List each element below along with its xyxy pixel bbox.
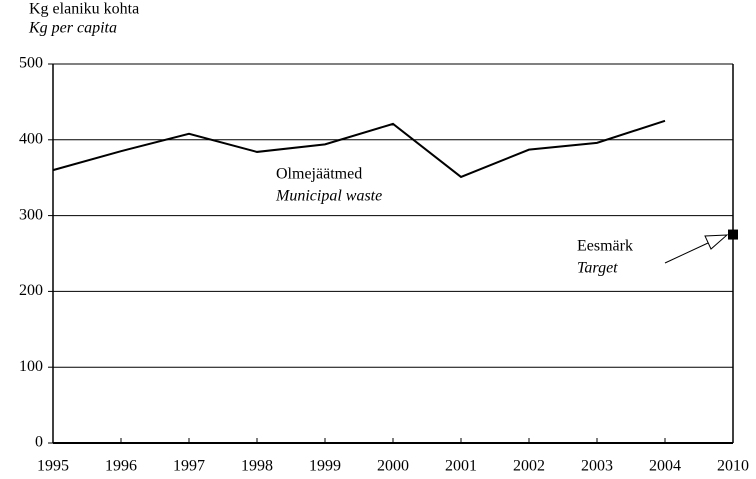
series-line <box>52 119 666 179</box>
series-label-en: Municipal waste <box>275 188 382 205</box>
target-arrowhead <box>704 234 729 250</box>
target-arrow <box>664 242 709 264</box>
target-marker <box>728 229 738 240</box>
series-label: Olmejäätmed <box>276 166 362 183</box>
x-tick-label: 1995 <box>37 458 69 475</box>
x-tick-label: 2003 <box>581 458 613 475</box>
y-axis-label: Kg elaniku kohta <box>29 1 139 18</box>
x-tick-label: 2002 <box>513 458 545 475</box>
x-tick-label: 1999 <box>309 458 341 475</box>
y-tick-label: 200 <box>19 282 43 299</box>
x-tick-label: 1996 <box>105 458 137 475</box>
x-tick-label: 2000 <box>377 458 409 475</box>
y-tick-label: 500 <box>19 55 43 72</box>
target-label: Eesmärk <box>577 238 633 255</box>
x-tick-label: 2010 <box>717 458 749 475</box>
x-tick-label: 1997 <box>173 458 205 475</box>
x-tick-label: 2004 <box>649 458 681 475</box>
y-tick-label: 100 <box>19 358 43 375</box>
target-label-en: Target <box>577 260 618 277</box>
x-tick-label: 1998 <box>241 458 273 475</box>
y-axis-label-en: Kg per capita <box>28 20 117 37</box>
y-tick-label: 300 <box>19 206 43 223</box>
x-tick-label: 2001 <box>445 458 477 475</box>
y-tick-label: 400 <box>19 130 43 147</box>
y-tick-label: 0 <box>35 434 43 451</box>
